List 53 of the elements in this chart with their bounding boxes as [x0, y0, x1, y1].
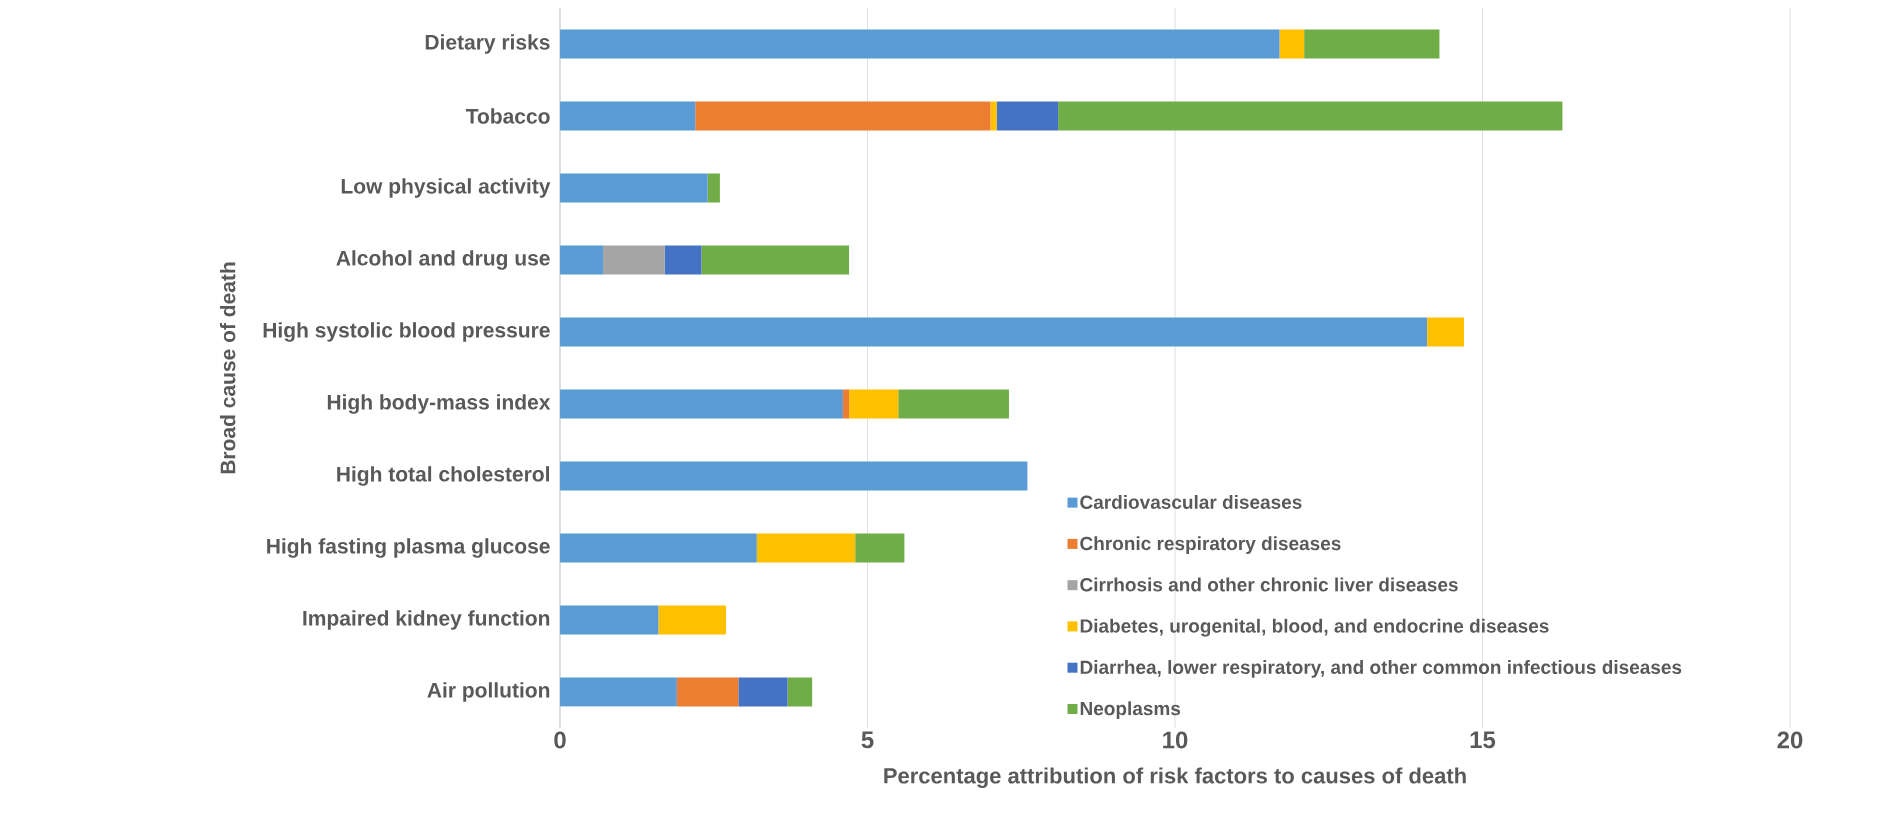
y-tick-label: Tobacco: [465, 108, 550, 124]
bar: [1427, 317, 1465, 347]
bar: [560, 101, 696, 131]
bar: [996, 101, 1059, 131]
bar: [560, 317, 1428, 347]
bar: [560, 173, 708, 203]
bar: [560, 245, 604, 275]
bar: [1304, 29, 1440, 59]
bar: [849, 389, 899, 419]
bar: [560, 461, 1028, 491]
y-tick-label: Air pollution: [427, 682, 550, 702]
bar: [560, 389, 843, 419]
legend-label: Diabetes, urogenital, blood, and endocrine diseases: [1080, 618, 1549, 637]
bar: [787, 677, 813, 707]
x-tick-label: 5: [861, 731, 874, 749]
bar: [676, 677, 739, 707]
y-tick-label: High body-mass index: [327, 394, 551, 414]
bar: [898, 389, 1009, 419]
bar: [603, 245, 665, 275]
bar: [560, 29, 1280, 59]
x-axis-title: Percentage attribution of risk factors to causes of death: [884, 767, 1466, 788]
x-tick-label: 15: [1470, 731, 1496, 749]
bar: [1279, 29, 1305, 59]
bar: [560, 533, 757, 563]
y-tick-label: High systolic blood pressure: [263, 322, 550, 342]
bar: [560, 605, 659, 635]
bar: [990, 101, 997, 131]
y-tick-label: High fasting plasma glucose: [267, 538, 550, 558]
x-tick-label: 20: [1777, 731, 1803, 749]
legend-label: Cirrhosis and other chronic liver diseases: [1080, 577, 1458, 592]
y-axis-title: Broad cause of death: [219, 262, 236, 474]
x-tick-label: 0: [554, 731, 566, 749]
y-tick-label: High total cholesterol: [337, 466, 549, 486]
legend-label: Chronic respiratory diseases: [1080, 536, 1341, 554]
legend-label: Diarrhea, lower respiratory, and other common infectious diseases: [1080, 660, 1682, 678]
legend-label: Neoplasms: [1080, 701, 1181, 720]
bar: [664, 245, 702, 275]
legend-label: Cardiovascular diseases: [1080, 495, 1302, 509]
bar: [658, 605, 727, 635]
bar: [695, 101, 991, 131]
bar: [842, 389, 850, 419]
bar: [738, 677, 788, 707]
y-tick-label: Low physical activity: [341, 178, 551, 198]
y-tick-label: Dietary risks: [425, 34, 550, 54]
bar: [756, 533, 856, 563]
bar: [560, 677, 677, 707]
y-tick-label: Alcohol and drug use: [336, 250, 550, 270]
y-tick-label: Impaired kidney function: [303, 610, 550, 630]
bar: [1058, 101, 1563, 131]
bar: [855, 533, 905, 563]
bar: [707, 173, 720, 203]
x-tick-label: 10: [1163, 731, 1188, 749]
bar: [701, 245, 850, 275]
